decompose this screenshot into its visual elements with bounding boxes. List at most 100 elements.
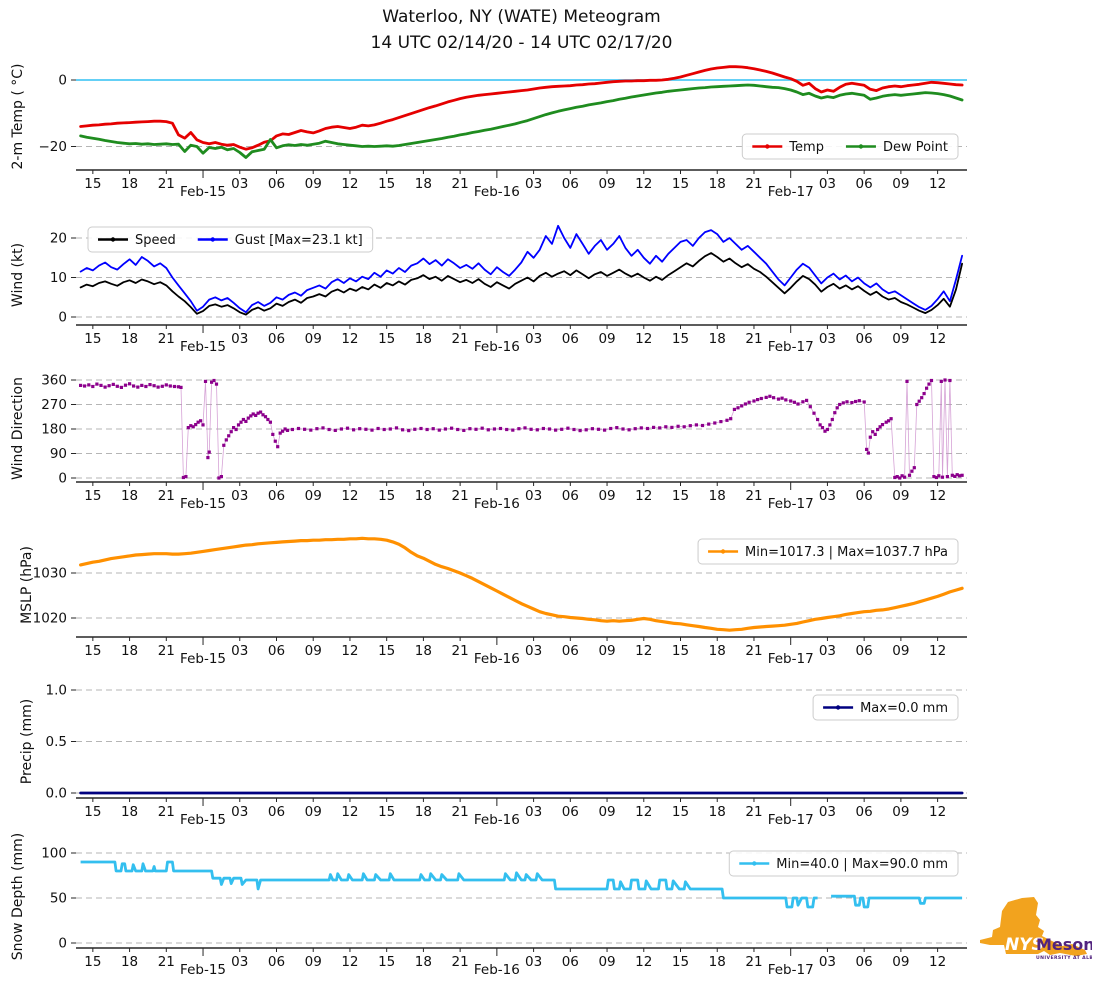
snow-series-segment: [80, 860, 818, 909]
x-tick-hour-label: 12: [929, 488, 946, 504]
x-tick-hour-label: 03: [231, 643, 248, 659]
x-tick-hour-label: 12: [635, 643, 652, 659]
x-tick-hour-label: 18: [709, 488, 726, 504]
wind-series-gust: [79, 224, 963, 314]
x-tick-hour-label: 09: [598, 331, 615, 347]
x-tick-hour-label: 18: [415, 488, 432, 504]
legend-marker-icon: [858, 144, 864, 149]
x-tick-hour-label: 06: [268, 331, 285, 347]
title-line-2: 14 UTC 02/14/20 - 14 UTC 02/17/20: [370, 33, 673, 53]
x-tick-hour-label: 09: [305, 954, 322, 970]
x-tick-day-label: Feb-16: [474, 962, 520, 978]
x-tick-hour-label: 06: [856, 804, 873, 820]
precip-legend: Max=0.0 mm: [812, 694, 959, 721]
y-tick-label: 270: [41, 397, 67, 413]
x-tick-hour-label: 09: [892, 176, 909, 192]
x-tick-hour-label: 06: [856, 954, 873, 970]
x-tick-hour-label: 03: [819, 643, 836, 659]
x-tick-hour-label: 09: [598, 488, 615, 504]
mslp-axis-label: MSLP (hPa): [19, 546, 35, 624]
y-tick-label: 1020: [33, 611, 67, 627]
x-tick-hour-label: 06: [856, 176, 873, 192]
x-tick-hour-label: 03: [525, 804, 542, 820]
x-tick-hour-label: 12: [929, 643, 946, 659]
x-tick-hour-label: 12: [635, 804, 652, 820]
snow-axis-label: Snow Depth (mm): [10, 833, 26, 961]
x-tick-hour-label: 06: [856, 643, 873, 659]
x-tick-hour-label: 03: [819, 954, 836, 970]
page-title: Waterloo, NY (WATE) Meteogram 14 UTC 02/…: [76, 4, 967, 56]
x-tick-hour-label: 03: [231, 331, 248, 347]
x-tick-hour-label: 15: [672, 954, 689, 970]
legend-label: Gust [Max=23.1 kt]: [235, 233, 363, 248]
x-tick-hour-label: 18: [121, 488, 138, 504]
x-tick-day-label: Feb-17: [768, 651, 814, 667]
x-tick-hour-label: 18: [709, 804, 726, 820]
panel-precip: 15 18 21 Feb-15 03 06 09 12 15 18 21 Feb-16 03 06 09 12…: [19, 683, 967, 828]
snow-legend: Min=40.0 | Max=90.0 mm: [728, 850, 959, 877]
x-tick-hour-label: 06: [562, 643, 579, 659]
mslp-legend: Min=1017.3 | Max=1037.7 hPa: [697, 538, 959, 565]
x-tick-hour-label: 15: [84, 331, 101, 347]
x-tick-hour-label: 03: [231, 954, 248, 970]
x-tick-hour-label: 21: [452, 643, 469, 659]
x-tick-hour-label: 12: [929, 804, 946, 820]
y-tick-label: 10: [50, 270, 67, 286]
x-tick-hour-label: 21: [745, 331, 762, 347]
x-tick-hour-label: 03: [231, 488, 248, 504]
x-tick-hour-label: 18: [415, 804, 432, 820]
wind-axis-label: Wind (kt): [10, 243, 26, 307]
x-tick-hour-label: 21: [452, 331, 469, 347]
x-tick-hour-label: 03: [525, 176, 542, 192]
winddir-axis-label: Wind Direction: [10, 377, 26, 480]
legend-label: Min=1017.3 | Max=1037.7 hPa: [745, 545, 948, 560]
x-tick-hour-label: 03: [819, 488, 836, 504]
winddir-connector-line: [80, 379, 963, 479]
x-tick-hour-label: 09: [598, 176, 615, 192]
legend-label: Max=0.0 mm: [860, 701, 948, 716]
x-tick-hour-label: 06: [562, 804, 579, 820]
x-tick-hour-label: 15: [378, 488, 395, 504]
legend-label: Temp: [788, 140, 824, 155]
panel-mslp: 15 18 21 Feb-15 03 06 09 12 15 18 21 Feb-16 03 06 09 12…: [19, 536, 967, 667]
x-tick-day-label: Feb-16: [474, 184, 520, 200]
legend-marker-icon: [720, 549, 726, 554]
logo-nys-text: NYS: [1005, 935, 1044, 955]
legend-label: Dew Point: [883, 140, 948, 155]
temp-series-dew-point: [79, 83, 964, 159]
x-tick-hour-label: 21: [158, 954, 175, 970]
temp-axis-label: 2-m Temp ( °C): [10, 64, 26, 170]
y-tick-label: 50: [50, 891, 67, 907]
x-tick-hour-label: 18: [121, 331, 138, 347]
x-tick-hour-label: 06: [268, 643, 285, 659]
legend-marker-icon: [752, 861, 757, 866]
x-tick-day-label: Feb-17: [768, 339, 814, 355]
x-tick-hour-label: 18: [121, 804, 138, 820]
panel-snow: 15 18 21 Feb-15 03 06 09 12 15 18 21 Feb-16 03 06 09 12…: [10, 833, 967, 978]
x-tick-hour-label: 06: [268, 954, 285, 970]
title-line-1: Waterloo, NY (WATE) Meteogram: [382, 7, 661, 27]
x-tick-hour-label: 21: [745, 804, 762, 820]
x-tick-hour-label: 18: [415, 643, 432, 659]
x-tick-hour-label: 12: [341, 488, 358, 504]
x-tick-hour-label: 09: [892, 331, 909, 347]
x-tick-hour-label: 21: [745, 176, 762, 192]
x-tick-hour-label: 15: [84, 176, 101, 192]
x-tick-day-label: Feb-16: [474, 496, 520, 512]
logo-mesonet-text: Mesonet: [1036, 935, 1092, 954]
x-tick-hour-label: 15: [84, 643, 101, 659]
x-tick-hour-label: 12: [341, 643, 358, 659]
x-tick-hour-label: 12: [929, 176, 946, 192]
x-tick-hour-label: 21: [452, 488, 469, 504]
x-tick-hour-label: 15: [672, 331, 689, 347]
x-tick-hour-label: 12: [341, 954, 358, 970]
x-tick-hour-label: 18: [415, 954, 432, 970]
x-tick-day-label: Feb-15: [180, 496, 226, 512]
x-tick-hour-label: 03: [525, 331, 542, 347]
x-tick-hour-label: 15: [84, 954, 101, 970]
x-tick-hour-label: 21: [452, 176, 469, 192]
y-tick-label: −20: [39, 139, 68, 155]
x-tick-hour-label: 21: [158, 643, 175, 659]
x-tick-hour-label: 21: [158, 804, 175, 820]
